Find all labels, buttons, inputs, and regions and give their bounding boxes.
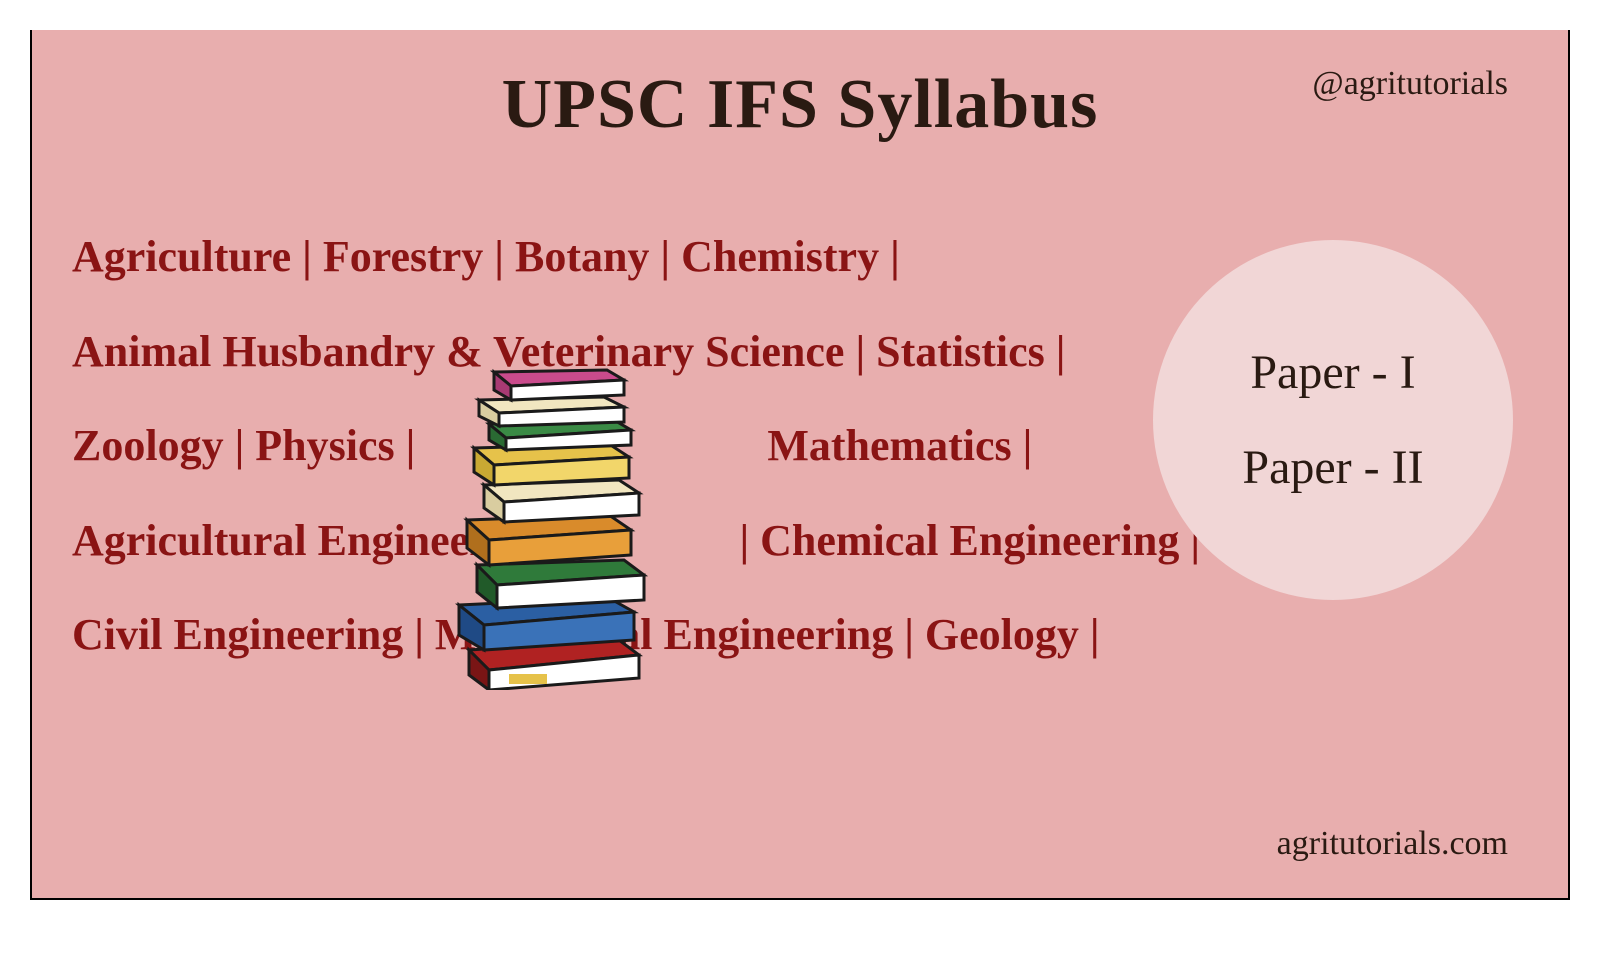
paper-2-label: Paper - II — [1242, 440, 1423, 495]
paper-circle: Paper - I Paper - II — [1153, 240, 1513, 600]
infographic-canvas: UPSC IFS Syllabus @agritutorials Agricul… — [30, 30, 1570, 900]
subjects-row-1: Agriculture | Forestry | Botany | Chemis… — [72, 210, 1192, 305]
social-handle: @agritutorials — [1312, 65, 1508, 103]
subjects-row-3-right: Mathematics | — [767, 421, 1032, 470]
subjects-row-4-right: | Chemical Engineering | — [739, 516, 1200, 565]
books-stack-icon — [449, 350, 659, 690]
footer-link: agritutorials.com — [1277, 825, 1508, 863]
subjects-row-3-left: Zoology | Physics | — [72, 421, 415, 470]
paper-1-label: Paper - I — [1250, 345, 1415, 400]
